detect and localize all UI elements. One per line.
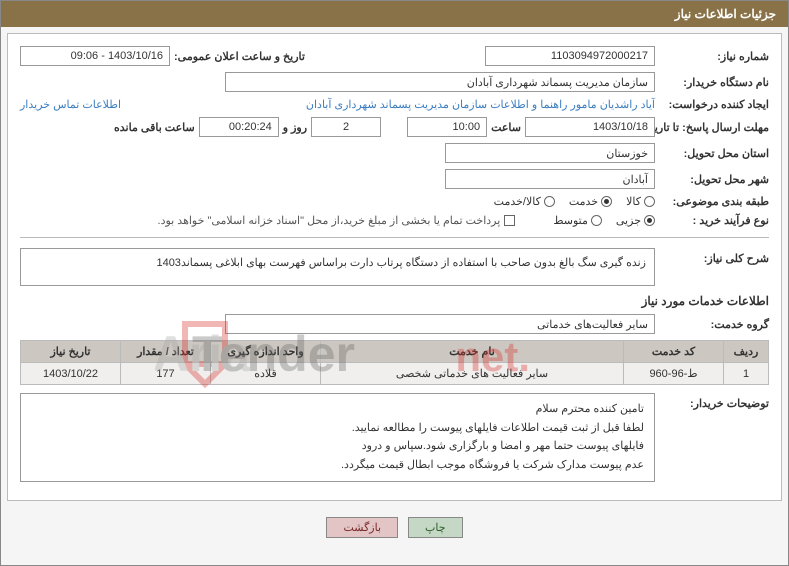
radio-goods-icon — [644, 196, 655, 207]
td-name: سایر فعالیت های خدماتی شخصی — [321, 363, 624, 385]
request-creator-label: ایجاد کننده درخواست: — [659, 98, 769, 111]
countdown-field: 00:20:24 — [199, 117, 279, 137]
row-category: طبقه بندی موضوعی: کالا خدمت کالا/خدمت — [20, 195, 769, 208]
th-qty: تعداد / مقدار — [121, 341, 211, 363]
back-button[interactable]: بازگشت — [326, 517, 398, 538]
services-table: ردیف کد خدمت نام خدمت واحد اندازه گیری ت… — [20, 340, 769, 385]
buyer-notes-box: تامین کننده محترم سلام لطفا قبل از ثبت ق… — [20, 393, 655, 482]
radio-medium-icon — [591, 215, 602, 226]
radio-service-icon — [601, 196, 612, 207]
buyer-notes-line1: تامین کننده محترم سلام — [31, 400, 644, 419]
payment-note: پرداخت تمام یا بخشی از مبلغ خرید،از محل … — [158, 214, 501, 227]
th-code: کد خدمت — [624, 341, 724, 363]
need-number-label: شماره نیاز: — [659, 50, 769, 63]
row-process: نوع فرآیند خرید : جزیی متوسط پرداخت تمام… — [20, 214, 769, 227]
time-label: ساعت — [491, 121, 521, 134]
need-number-field: 1103094972000217 — [485, 46, 655, 66]
process-label: نوع فرآیند خرید : — [659, 214, 769, 227]
deadline-time-field: 10:00 — [407, 117, 487, 137]
days-and-label: روز و — [283, 121, 307, 134]
row-city: شهر محل تحویل: آبادان — [20, 169, 769, 189]
row-service-group: گروه خدمت: سایر فعالیت‌های خدماتی — [20, 314, 769, 334]
content-panel: شماره نیاز: 1103094972000217 تاریخ و ساع… — [7, 33, 782, 501]
city-field: آبادان — [445, 169, 655, 189]
radio-minor-label: جزیی — [616, 214, 641, 227]
th-row: ردیف — [724, 341, 769, 363]
th-unit: واحد اندازه گیری — [211, 341, 321, 363]
td-unit: قلاده — [211, 363, 321, 385]
services-section-title: اطلاعات خدمات مورد نیاز — [20, 294, 769, 308]
buyer-contact-link[interactable]: اطلاعات تماس خریدار — [20, 98, 121, 111]
radio-service-label: خدمت — [569, 195, 598, 208]
buyer-notes-line2: لطفا قبل از ثبت قیمت اطلاعات فایلهای پیو… — [31, 419, 644, 438]
province-label: استان محل تحویل: — [659, 147, 769, 160]
row-buyer-notes: توضیحات خریدار: تامین کننده محترم سلام ل… — [20, 393, 769, 482]
radio-minor[interactable]: جزیی — [616, 214, 655, 227]
request-creator-value: آیاد راشدیان مامور راهنما و اطلاعات سازم… — [306, 98, 655, 111]
radio-both-icon — [544, 196, 555, 207]
header-title: جزئیات اطلاعات نیاز — [675, 7, 776, 21]
buyer-org-label: نام دستگاه خریدار: — [659, 76, 769, 89]
buyer-notes-line4: عدم پیوست مدارک شرکت یا فروشگاه موجب ابط… — [31, 456, 644, 475]
buyer-org-field: سازمان مدیریت پسماند شهرداری آبادان — [225, 72, 655, 92]
radio-goods[interactable]: کالا — [626, 195, 655, 208]
service-group-label: گروه خدمت: — [659, 318, 769, 331]
deadline-date-field: 1403/10/18 — [525, 117, 655, 137]
announce-dt-label: تاریخ و ساعت اعلان عمومی: — [174, 50, 305, 63]
remaining-label: ساعت باقی مانده — [114, 121, 195, 134]
category-radio-group: کالا خدمت کالا/خدمت — [494, 195, 655, 208]
radio-both-label: کالا/خدمت — [494, 195, 541, 208]
city-label: شهر محل تحویل: — [659, 173, 769, 186]
category-label: طبقه بندی موضوعی: — [659, 195, 769, 208]
print-button[interactable]: چاپ — [408, 517, 463, 538]
button-row: چاپ بازگشت — [1, 507, 788, 544]
payment-checkbox[interactable] — [504, 215, 515, 226]
td-date: 1403/10/22 — [21, 363, 121, 385]
window: جزئیات اطلاعات نیاز شماره نیاز: 11030949… — [0, 0, 789, 566]
radio-goods-label: کالا — [626, 195, 641, 208]
row-description: شرح کلی نیاز: زنده گیری سگ بالغ بدون صاح… — [20, 248, 769, 286]
radio-service[interactable]: خدمت — [569, 195, 612, 208]
service-group-field: سایر فعالیت‌های خدماتی — [225, 314, 655, 334]
td-code: ط-96-960 — [624, 363, 724, 385]
buyer-notes-line3: فایلهای پیوست حتما مهر و امضا و بارگزاری… — [31, 437, 644, 456]
desc-label: شرح کلی نیاز: — [659, 248, 769, 265]
deadline-label: مهلت ارسال پاسخ: تا تاریخ: — [659, 121, 769, 134]
province-field: خوزستان — [445, 143, 655, 163]
radio-both[interactable]: کالا/خدمت — [494, 195, 555, 208]
process-radio-group: جزیی متوسط — [553, 214, 655, 227]
desc-text: زنده گیری سگ بالغ بدون صاحب با استفاده ا… — [20, 248, 655, 286]
divider-1 — [20, 237, 769, 238]
radio-medium[interactable]: متوسط — [553, 214, 602, 227]
buyer-notes-label: توضیحات خریدار: — [659, 393, 769, 410]
row-province: استان محل تحویل: خوزستان — [20, 143, 769, 163]
td-qty: 177 — [121, 363, 211, 385]
row-need-number: شماره نیاز: 1103094972000217 تاریخ و ساع… — [20, 46, 769, 66]
row-deadline: مهلت ارسال پاسخ: تا تاریخ: 1403/10/18 سا… — [20, 117, 769, 137]
row-buyer-org: نام دستگاه خریدار: سازمان مدیریت پسماند … — [20, 72, 769, 92]
table-header-row: ردیف کد خدمت نام خدمت واحد اندازه گیری ت… — [21, 341, 769, 363]
radio-minor-icon — [644, 215, 655, 226]
days-count-field: 2 — [311, 117, 381, 137]
td-idx: 1 — [724, 363, 769, 385]
th-date: تاریخ نیاز — [21, 341, 121, 363]
row-request-creator: ایجاد کننده درخواست: آیاد راشدیان مامور … — [20, 98, 769, 111]
radio-medium-label: متوسط — [553, 214, 588, 227]
table-row: 1 ط-96-960 سایر فعالیت های خدماتی شخصی ق… — [21, 363, 769, 385]
header-bar: جزئیات اطلاعات نیاز — [1, 1, 788, 27]
th-name: نام خدمت — [321, 341, 624, 363]
announce-dt-field: 1403/10/16 - 09:06 — [20, 46, 170, 66]
